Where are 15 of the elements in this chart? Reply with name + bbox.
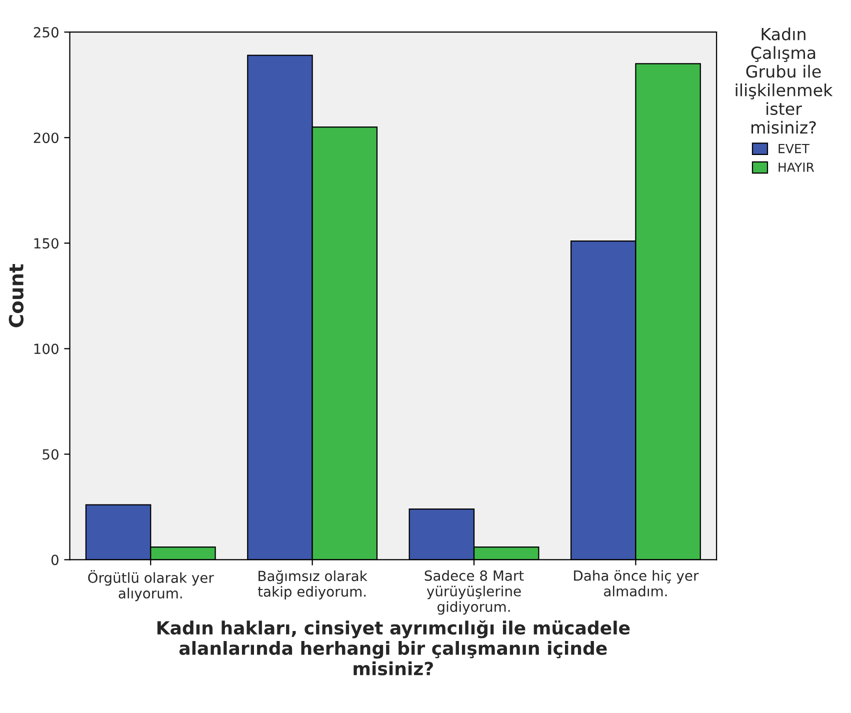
x-tick-label: Sadece 8 Mart yürüyüşlerine gidiyorum.: [424, 570, 524, 615]
y-tick-label: 250: [34, 27, 58, 38]
x-tick-label: Daha önce hiç yer almadım.: [574, 570, 699, 596]
y-tick-label: 200: [34, 132, 58, 144]
y-tick-label: 100: [34, 344, 58, 354]
legend-title: Kadın Çalışma Grubu ile ilişkilenmek ister misiniz?: [736, 28, 833, 134]
legend-label: EVET: [778, 144, 810, 154]
y-tick-label: 0: [51, 554, 58, 566]
legend-label: HAYIR: [778, 162, 814, 172]
x-axis-title: Kadın hakları, cinsiyet ayrımcılığı ile mücadele alanlarında herhangi bir çalışmanın içinde misiniz?: [157, 620, 630, 676]
y-tick-label: 50: [42, 449, 58, 460]
x-tick-label: Bağımsız olarak takip ediyorum.: [258, 570, 368, 600]
y-tick-label: 150: [34, 238, 58, 249]
y-axis-title: Count: [8, 264, 24, 328]
x-tick-label: Örgütlü olarak yer alıyorum.: [88, 570, 214, 602]
